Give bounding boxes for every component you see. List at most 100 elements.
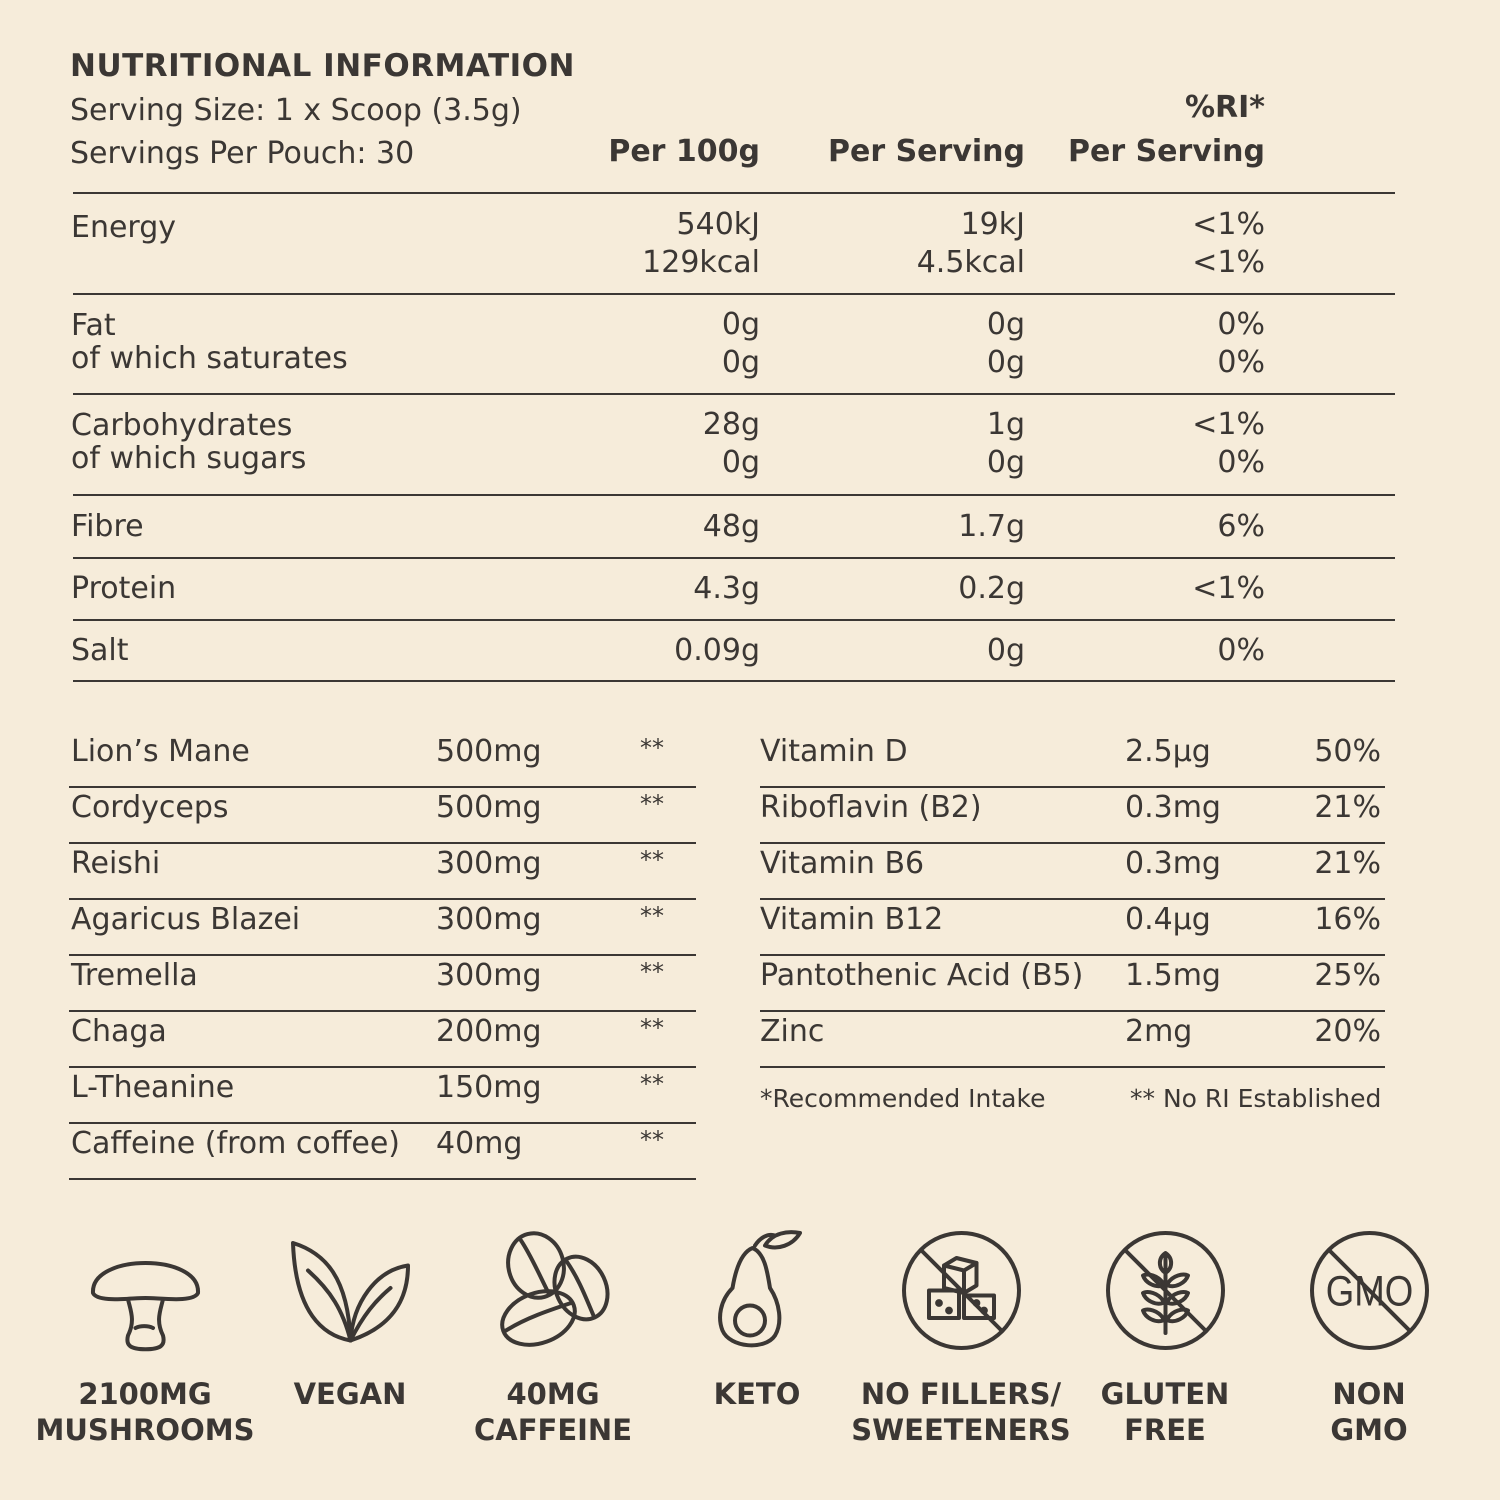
nutrient-label: Fibre — [71, 509, 144, 544]
badge-no-fillers: NO FILLERS/ SWEETENERS — [851, 1228, 1071, 1447]
footnote-recommended-intake: *Recommended Intake — [760, 1084, 1046, 1113]
vitamin-ri: 21% — [1314, 790, 1381, 825]
vitamin-amount: 2mg — [1125, 1014, 1193, 1049]
per-serving-value: 1.7g — [958, 509, 1025, 544]
badge-label: GLUTEN FREE — [1100, 1377, 1230, 1447]
divider — [73, 494, 1395, 496]
per-serving-value: 19kJ 4.5kcal — [916, 207, 1025, 280]
ingredient-name: Chaga — [71, 1014, 167, 1049]
per100-value: 48g — [702, 509, 760, 544]
no-gmo-icon: GMO — [1259, 1228, 1479, 1353]
col-header-per-serving: Per Serving — [828, 134, 1025, 169]
servings-per-pouch: Servings Per Pouch: 30 — [70, 136, 415, 171]
vitamin-name: Pantothenic Acid (B5) — [760, 958, 1084, 993]
divider — [73, 393, 1395, 395]
leaves-icon — [240, 1228, 460, 1353]
badge-label: KETO — [713, 1377, 801, 1411]
per-serving-value: 0g — [986, 633, 1025, 668]
table-row: Cordyceps 500mg ** — [69, 788, 696, 844]
divider — [73, 680, 1395, 682]
nutrient-label: Carbohydrates of which sugars — [71, 408, 307, 476]
divider — [73, 192, 1395, 194]
vitamin-ri: 50% — [1314, 734, 1381, 769]
per100-value: 4.3g — [693, 571, 760, 606]
table-row: Pantothenic Acid (B5) 1.5mg 25% — [760, 956, 1385, 1012]
ri-value: 6% — [1217, 509, 1265, 544]
vitamin-ri: 21% — [1314, 846, 1381, 881]
no-wheat-icon — [1055, 1228, 1275, 1353]
nutrient-label: Salt — [71, 633, 129, 668]
ingredient-ri: ** — [640, 790, 664, 818]
badge-label: NON GMO — [1330, 1377, 1408, 1447]
ingredient-amount: 500mg — [436, 734, 542, 769]
badge-label: 40MG CAFFEINE — [473, 1377, 633, 1447]
ingredient-amount: 150mg — [436, 1070, 542, 1105]
table-row: Riboflavin (B2) 0.3mg 21% — [760, 788, 1385, 844]
table-row: Vitamin B6 0.3mg 21% — [760, 844, 1385, 900]
table-row: Chaga 200mg ** — [69, 1012, 696, 1068]
mushroom-icon — [35, 1228, 255, 1353]
vitamin-amount: 1.5mg — [1125, 958, 1221, 993]
per-serving-value: 0g 0g — [986, 307, 1025, 380]
vitamin-name: Zinc — [760, 1014, 825, 1049]
divider — [73, 293, 1395, 295]
serving-size: Serving Size: 1 x Scoop (3.5g) — [70, 93, 522, 128]
table-row: Caffeine (from coffee) 40mg ** — [69, 1124, 696, 1180]
ingredient-ri: ** — [640, 958, 664, 986]
ingredient-name: Tremella — [71, 958, 198, 993]
coffee-beans-icon — [443, 1228, 663, 1353]
nutrient-label: Energy — [71, 210, 177, 245]
badge-label: VEGAN — [293, 1377, 407, 1411]
per-serving-value: 0.2g — [958, 571, 1025, 606]
vitamin-ri: 25% — [1314, 958, 1381, 993]
badge-caffeine: 40MG CAFFEINE — [443, 1228, 663, 1447]
col-header-per100: Per 100g — [608, 134, 760, 169]
ri-value: 0% — [1217, 633, 1265, 668]
vitamin-amount: 0.3mg — [1125, 846, 1221, 881]
divider — [73, 557, 1395, 559]
ri-value: <1% — [1192, 571, 1265, 606]
ingredient-ri: ** — [640, 734, 664, 762]
ingredient-ri: ** — [640, 902, 664, 930]
per100-value: 540kJ 129kcal — [642, 207, 760, 280]
vitamin-amount: 2.5µg — [1125, 734, 1211, 769]
badge-keto: KETO — [647, 1228, 867, 1411]
table-row: Zinc 2mg 20% — [760, 1012, 1385, 1068]
ingredient-amount: 40mg — [436, 1126, 523, 1161]
vitamin-name: Vitamin B12 — [760, 902, 944, 937]
table-row: Reishi 300mg ** — [69, 844, 696, 900]
vitamin-name: Riboflavin (B2) — [760, 790, 982, 825]
ingredient-ri: ** — [640, 1014, 664, 1042]
ingredient-ri: ** — [640, 846, 664, 874]
ri-value: <1% <1% — [1192, 207, 1265, 280]
ri-value: 0% 0% — [1217, 307, 1265, 380]
table-row: L-Theanine 150mg ** — [69, 1068, 696, 1124]
table-row: Vitamin B12 0.4µg 16% — [760, 900, 1385, 956]
ingredient-name: Caffeine (from coffee) — [71, 1126, 400, 1161]
badge-non-gmo: GMO NON GMO — [1259, 1228, 1479, 1447]
nutrient-label: Protein — [71, 571, 177, 606]
vitamin-name: Vitamin D — [760, 734, 908, 769]
badge-gluten-free: GLUTEN FREE — [1055, 1228, 1275, 1447]
footnote-no-ri: ** No RI Established — [1130, 1084, 1382, 1113]
badge-label: 2100MG MUSHROOMS — [35, 1377, 255, 1447]
vitamin-ri: 16% — [1314, 902, 1381, 937]
ingredient-name: L-Theanine — [71, 1070, 235, 1105]
ingredient-name: Lion’s Mane — [71, 734, 250, 769]
nutrient-label: Fat of which saturates — [71, 308, 348, 376]
badge-mushrooms: 2100MG MUSHROOMS — [35, 1228, 255, 1447]
ingredient-name: Cordyceps — [71, 790, 229, 825]
badge-label: NO FILLERS/ SWEETENERS — [851, 1377, 1071, 1447]
col-header-ri: Per Serving — [1068, 134, 1265, 169]
ingredient-amount: 200mg — [436, 1014, 542, 1049]
ingredient-ri: ** — [640, 1126, 664, 1154]
table-row: Lion’s Mane 500mg ** — [69, 732, 696, 788]
divider — [73, 619, 1395, 621]
per100-value: 0g 0g — [721, 307, 760, 380]
per100-value: 28g 0g — [702, 407, 760, 480]
ingredient-name: Agaricus Blazei — [71, 902, 301, 937]
table-row: Vitamin D 2.5µg 50% — [760, 732, 1385, 788]
vitamin-amount: 0.4µg — [1125, 902, 1211, 937]
ingredient-ri: ** — [640, 1070, 664, 1098]
ingredient-amount: 500mg — [436, 790, 542, 825]
